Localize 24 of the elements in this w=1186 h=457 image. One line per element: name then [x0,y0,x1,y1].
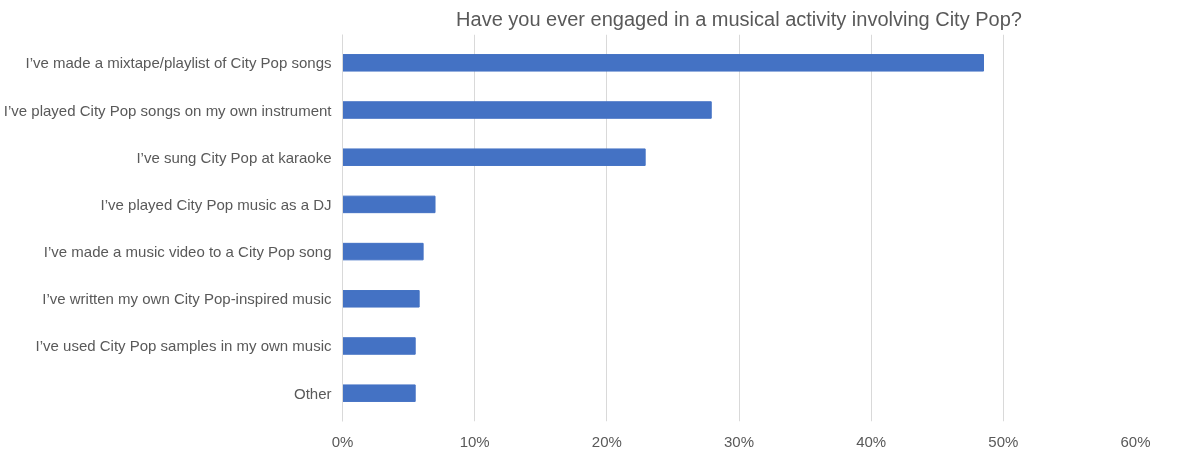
y-tick-label: I’ve used City Pop samples in my own music [35,337,332,355]
y-tick-label: I’ve played City Pop songs on my own instrument [3,101,333,119]
x-tick-label: 60% [1120,432,1151,450]
y-tick-label: I’ve written my own City Pop-inspired music [42,290,332,308]
x-tick-label: 30% [723,432,755,450]
bar [342,148,646,166]
bar [342,242,424,261]
bar [342,101,712,119]
chart-title: Have you ever engaged in a musical activity involving City Pop? [456,7,1022,30]
y-tick-label: I’ve made a music video to a City Pop song [43,243,332,261]
x-tick-label: 40% [856,432,887,450]
bar [342,195,436,214]
x-tick-label: 20% [591,432,622,450]
x-tick-label: 10% [459,432,490,450]
x-tick-label: 0% [331,432,354,450]
y-tick-label: I’ve made a mixtape/playlist of City Pop songs [25,54,332,72]
y-tick-label: I’ve played City Pop music as a DJ [100,195,332,213]
bar [342,384,416,402]
bar [342,290,420,308]
bar [342,337,416,355]
bar [342,54,985,72]
y-tick-label: I’ve sung City Pop at karaoke [136,148,332,166]
y-tick-label: Other [293,384,332,402]
x-tick-label: 50% [988,432,1019,450]
